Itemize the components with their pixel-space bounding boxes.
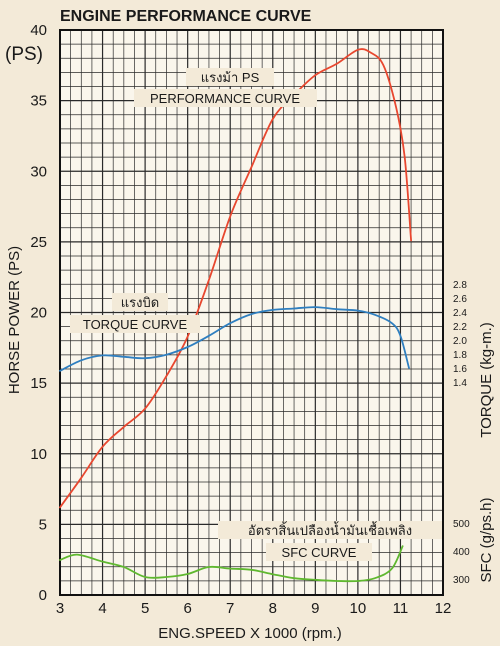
sfc-thai-label: อัตราสิ้นเปลืองน้ำมันเชื้อเพลิง [248,521,412,538]
x-tick-label: 4 [98,600,106,617]
x-tick-label: 11 [393,600,409,617]
torque-tick-label: 2.8 [453,280,467,291]
y-tick-label: 20 [30,305,47,322]
torque-tick-label: 1.8 [453,350,467,361]
x-tick-label: 10 [350,600,367,617]
y-tick-label: 35 [30,93,47,110]
chart-title: ENGINE PERFORMANCE CURVE [60,8,312,25]
ps-unit-label: (PS) [5,44,43,65]
plot-border [59,29,444,596]
y-tick-label: 25 [30,234,47,251]
y-tick-label: 5 [39,516,47,533]
sfc-curve-label: SFC CURVE [282,545,357,560]
sfc-thai-label-bg [218,521,442,539]
y-tick-label: 0 [39,587,47,604]
x-tick-labels: 3 4 5 6 7 8 9 10 11 12 [56,600,452,617]
ps-curve-label: PERFORMANCE CURVE [150,91,300,106]
ps-thai-label: แรงม้า PS [201,70,260,85]
sfc-curve-label-bg [266,543,372,561]
series-layer [59,48,412,583]
x-tick-label: 12 [435,600,452,617]
chart-grid [59,29,444,596]
x-tick-label: 9 [311,600,319,617]
y-tick-labels: 0 5 10 15 20 25 30 35 40 [30,22,47,604]
torque-curve-label: TORQUE CURVE [83,317,188,332]
y-tick-label: 40 [30,22,47,39]
y-tick-label: 15 [30,375,47,392]
sfc-tick-label: 500 [453,519,470,530]
x-tick-label: 7 [226,600,234,617]
torque-thai-label: แรงบิด [121,295,159,310]
torque-axis-label: TORQUE (kg-m.) [478,322,495,438]
torque-tick-label: 1.4 [453,378,467,389]
x-tick-label: 6 [183,600,191,617]
x-axis-label: ENG.SPEED X 1000 (rpm.) [158,625,341,642]
sfc-curve-line [59,545,404,583]
sfc-tick-label: 300 [453,575,470,586]
ps-curve-label-bg [134,89,317,107]
torque-curve-line [59,306,410,372]
sfc-axis-label: SFC (g/ps.h) [478,497,495,582]
torque-tick-labels: 1.4 1.6 1.8 2.0 2.2 2.4 2.6 2.8 [453,280,467,389]
x-tick-label: 3 [56,600,64,617]
y-tick-label: 30 [30,163,47,180]
ps-performance-curve-line [59,48,412,509]
torque-tick-label: 2.4 [453,308,467,319]
sfc-tick-labels: 300 400 500 [453,519,470,586]
plot-frame [59,29,444,596]
sfc-tick-label: 400 [453,547,470,558]
y-tick-label: 10 [30,446,47,463]
torque-tick-label: 1.6 [453,364,467,375]
x-tick-label: 8 [269,600,277,617]
torque-thai-label-bg [112,293,168,311]
x-tick-label: 5 [141,600,149,617]
y-axis-label: HORSE POWER (PS) [6,246,23,394]
torque-tick-label: 2.2 [453,322,467,333]
torque-curve-label-bg [70,315,200,333]
ps-thai-label-bg [186,68,274,86]
torque-tick-label: 2.0 [453,336,467,347]
torque-tick-label: 2.6 [453,294,467,305]
